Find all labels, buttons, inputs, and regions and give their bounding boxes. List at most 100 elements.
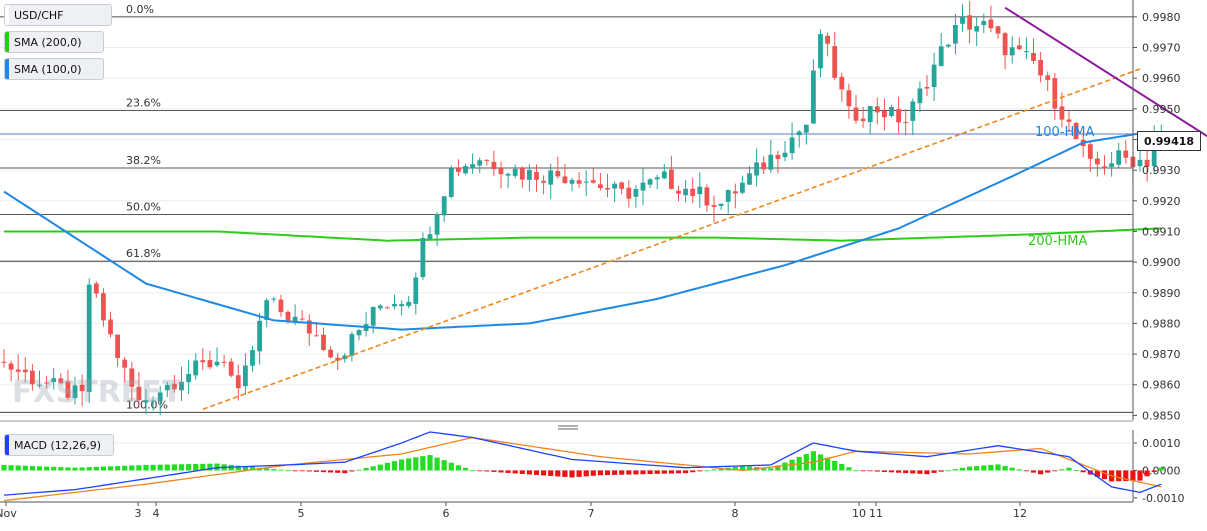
- macd-histogram-bar: [370, 466, 376, 471]
- candle-body: [278, 299, 284, 313]
- macd-histogram-bar: [555, 470, 561, 477]
- macd-histogram-bar: [761, 467, 767, 471]
- candle-body: [157, 392, 163, 402]
- macd-histogram-bar: [576, 470, 582, 477]
- candle-body: [548, 170, 554, 185]
- macd-histogram-bar: [825, 457, 831, 471]
- x-tick-label: 6: [443, 507, 450, 520]
- candle-body: [839, 76, 845, 90]
- candle-body: [22, 369, 28, 373]
- candle-body: [541, 180, 546, 183]
- candle-body: [754, 162, 759, 176]
- candle-body: [51, 378, 57, 383]
- macd-histogram-bar: [711, 469, 717, 471]
- macd-histogram-bar: [448, 462, 454, 471]
- fibonacci-levels: 0.0% 23.6% 38.2% 50.0% 61.8% 100.0%: [0, 3, 1133, 413]
- candle-body: [328, 349, 333, 358]
- y-tick-label: 0.9900: [1142, 256, 1181, 269]
- candle-body: [661, 171, 667, 179]
- candle-body: [136, 386, 142, 401]
- candle-body: [314, 335, 319, 337]
- sma100-swatch: [5, 59, 9, 79]
- macd-badge[interactable]: MACD (12,26,9): [4, 434, 114, 456]
- candle-body: [1045, 75, 1051, 80]
- fib-label: 100.0%: [126, 398, 168, 411]
- macd-histogram-bar: [917, 470, 923, 474]
- symbol-badge[interactable]: USD/CHF: [4, 4, 112, 26]
- macd-histogram-bar: [562, 470, 568, 477]
- candle-body: [349, 334, 355, 356]
- candle-body: [491, 161, 497, 170]
- candle-body: [1016, 45, 1022, 50]
- y-tick-label: 0.9950: [1142, 103, 1181, 116]
- macd-histogram-bar: [626, 470, 632, 475]
- y-tick-label: 0.9870: [1142, 348, 1181, 361]
- macd-histogram-bar: [129, 465, 135, 471]
- macd-histogram-bar: [470, 470, 476, 472]
- candle-body: [115, 334, 120, 358]
- macd-histogram-bar: [853, 470, 859, 472]
- macd-histogram-bar: [363, 468, 369, 471]
- macd-histogram-bar: [491, 470, 497, 472]
- macd-histogram-bar: [1094, 470, 1100, 477]
- macd-histogram-bar: [1045, 470, 1051, 473]
- candle-body: [448, 168, 454, 197]
- macd-histogram-bar: [164, 464, 170, 471]
- candle-body: [1123, 150, 1129, 158]
- macd-histogram-bar: [242, 466, 248, 471]
- macd-histogram-bar: [150, 464, 156, 471]
- candle-body: [335, 357, 341, 361]
- macd-histogram-bar: [79, 467, 85, 471]
- macd-histogram-bar: [285, 470, 291, 472]
- candle-body: [619, 182, 625, 189]
- macd-histogram-bar: [249, 467, 256, 471]
- candle-body: [853, 107, 859, 121]
- macd-histogram-bar: [193, 463, 199, 471]
- candle-body: [825, 35, 830, 44]
- candle-body: [186, 373, 191, 383]
- candle-body: [818, 33, 823, 69]
- y-tick-label: 0.9930: [1142, 164, 1181, 177]
- candle-body: [44, 382, 49, 384]
- candle-body: [264, 300, 270, 320]
- macd-histogram-bar: [874, 470, 880, 472]
- macd-histogram-bar: [647, 470, 653, 475]
- hma100-group: [3, 132, 1162, 331]
- candle-body: [519, 167, 525, 180]
- candle-body: [207, 360, 213, 368]
- candle-body: [654, 177, 660, 180]
- x-tick-label: 7: [588, 507, 595, 520]
- candle-body: [79, 384, 85, 392]
- candle-body: [569, 179, 575, 184]
- candle-body: [1066, 119, 1072, 122]
- macd-histogram-bar: [292, 470, 298, 472]
- macd-histogram-bar: [775, 465, 781, 471]
- candle-body: [8, 363, 14, 370]
- macd-histogram-bar: [264, 468, 270, 471]
- candle-body: [1073, 122, 1079, 140]
- macd-histogram-bar: [58, 467, 64, 471]
- sma100-badge[interactable]: SMA (100,0): [4, 58, 104, 80]
- macd-label: MACD (12,26,9): [14, 438, 102, 452]
- candle-body: [441, 196, 447, 216]
- macd-histogram-bar: [817, 454, 824, 471]
- macd-histogram-bar: [186, 464, 192, 471]
- candle-body: [598, 184, 603, 189]
- candle-body: [179, 381, 184, 391]
- macd-histogram-bar: [306, 470, 312, 472]
- candle-body: [299, 318, 305, 320]
- candle-body: [732, 191, 738, 194]
- sma200-badge[interactable]: SMA (200,0): [4, 31, 104, 53]
- candle-body: [122, 359, 128, 368]
- macd-histogram-bar: [1052, 470, 1058, 472]
- pane-separator[interactable]: [0, 420, 1133, 430]
- macd-histogram-bar: [675, 470, 682, 474]
- macd-main-line: [3, 431, 1162, 496]
- candle-body: [377, 305, 383, 309]
- candle-body: [420, 238, 426, 278]
- macd-histogram-bar: [328, 470, 334, 473]
- macd-histogram-bar: [633, 470, 639, 475]
- macd-histogram-bar: [541, 470, 547, 476]
- macd-histogram-bar: [1101, 470, 1108, 480]
